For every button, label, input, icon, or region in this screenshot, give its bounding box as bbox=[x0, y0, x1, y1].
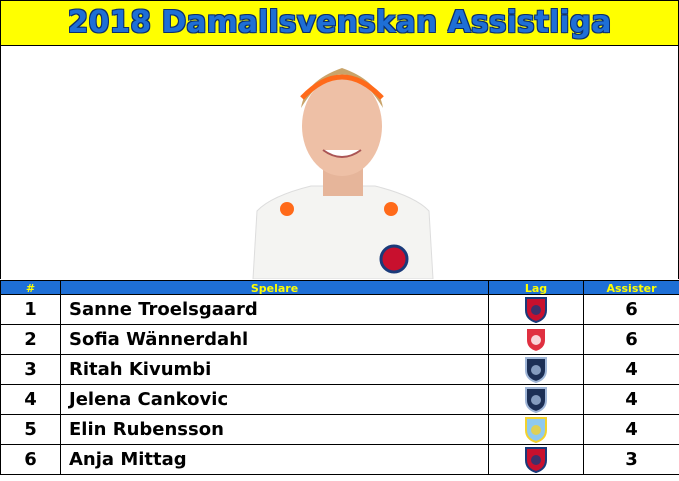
team-cell bbox=[488, 384, 584, 415]
team-cell bbox=[488, 414, 584, 445]
smile bbox=[322, 149, 362, 158]
team-cell bbox=[488, 294, 584, 325]
table-row: 2 Sofia Wännerdahl 6 bbox=[0, 324, 679, 355]
photo-graphic bbox=[252, 46, 434, 280]
crest bbox=[379, 244, 409, 274]
header-row: # Spelare Lag Assister bbox=[0, 280, 679, 295]
team-logo bbox=[525, 447, 547, 473]
headband bbox=[300, 74, 384, 100]
team-cell bbox=[488, 354, 584, 385]
team-cell bbox=[488, 324, 584, 355]
team-logo bbox=[525, 297, 547, 323]
team-logo bbox=[525, 417, 547, 443]
rank: 6 bbox=[0, 444, 61, 475]
assists: 6 bbox=[583, 324, 679, 355]
header-cell: # bbox=[0, 280, 61, 295]
sponsor-logo bbox=[280, 202, 294, 216]
rank: 5 bbox=[0, 414, 61, 445]
assists: 6 bbox=[583, 294, 679, 325]
player-name: Sofia Wännerdahl bbox=[60, 324, 489, 355]
table-row: 5 Elin Rubensson 4 bbox=[0, 414, 679, 445]
title: 2018 Damallsvenskan Assistliga bbox=[0, 0, 679, 46]
player-name: Sanne Troelsgaard bbox=[60, 294, 489, 325]
table-body: 1 Sanne Troelsgaard 6 2 Sofia Wännerdahl 6 3 Ri… bbox=[0, 294, 679, 475]
table-row: 3 Ritah Kivumbi 4 bbox=[0, 354, 679, 385]
rank: 2 bbox=[0, 324, 61, 355]
hair bbox=[301, 68, 383, 108]
player-name: Jelena Cankovic bbox=[60, 384, 489, 415]
player-name: Anja Mittag bbox=[60, 444, 489, 475]
rank: 4 bbox=[0, 384, 61, 415]
header-cell: Spelare bbox=[60, 280, 489, 295]
table: # Spelare Lag Assister 1 Sanne Troelsgaar… bbox=[0, 280, 679, 475]
team-logo bbox=[525, 327, 547, 353]
header-cell: Lag bbox=[488, 280, 584, 295]
rank: 1 bbox=[0, 294, 61, 325]
player-name: Ritah Kivumbi bbox=[60, 354, 489, 385]
header-cell: Assister bbox=[583, 280, 679, 295]
face bbox=[302, 76, 382, 176]
team-logo bbox=[525, 387, 547, 413]
rank: 3 bbox=[0, 354, 61, 385]
player-photo bbox=[0, 46, 679, 280]
table-row: 1 Sanne Troelsgaard 6 bbox=[0, 294, 679, 325]
assists: 3 bbox=[583, 444, 679, 475]
player-name: Elin Rubensson bbox=[60, 414, 489, 445]
team-cell bbox=[488, 444, 584, 475]
table-row: 4 Jelena Cankovic 4 bbox=[0, 384, 679, 415]
assists: 4 bbox=[583, 384, 679, 415]
assists: 4 bbox=[583, 414, 679, 445]
team-logo bbox=[525, 357, 547, 383]
assists: 4 bbox=[583, 354, 679, 385]
sponsor-logo bbox=[384, 202, 398, 216]
table-row: 6 Anja Mittag 3 bbox=[0, 444, 679, 475]
